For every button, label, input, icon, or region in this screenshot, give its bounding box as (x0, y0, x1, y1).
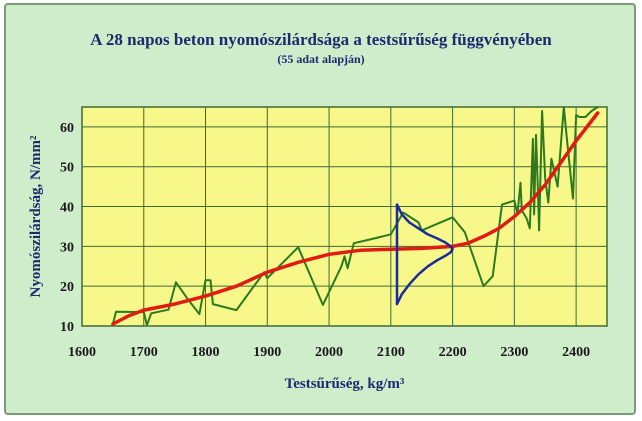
trend-series-line (111, 111, 600, 326)
x-tick-label: 1900 (253, 345, 281, 360)
y-tick-label: 40 (60, 201, 74, 216)
x-tick-label: 2200 (439, 345, 467, 360)
x-tick-label: 2300 (500, 345, 528, 360)
y-axis-label: Nyomószilárdság, N/mm² (28, 135, 44, 297)
chart-subtitle: (55 adat alapján) (277, 52, 365, 66)
measured-series-line (111, 106, 599, 327)
series-group (111, 106, 600, 327)
y-tick-label: 50 (60, 161, 74, 176)
x-tick-label: 1700 (130, 345, 158, 360)
distribution-series-line (395, 203, 454, 306)
x-tick-label: 1800 (192, 345, 220, 360)
x-tick-label: 2000 (315, 345, 343, 360)
tick-labels: 1600 1700 1800 1900 2000 2100 2200 2300 2400 10 20… (60, 121, 590, 360)
chart-title: A 28 napos beton nyomószilárdsága a test… (90, 30, 552, 49)
y-tick-label: 10 (60, 320, 74, 335)
y-tick-label: 20 (60, 280, 74, 295)
x-tick-label: 2100 (377, 345, 405, 360)
x-tick-label: 2400 (562, 345, 590, 360)
grid-lines (81, 107, 607, 327)
x-tick-label: 1600 (68, 345, 96, 360)
y-tick-label: 60 (60, 121, 74, 136)
y-tick-label: 30 (60, 240, 74, 255)
plot-area (81, 106, 608, 327)
x-axis-label: Testsűrűség, kg/m³ (285, 376, 405, 392)
